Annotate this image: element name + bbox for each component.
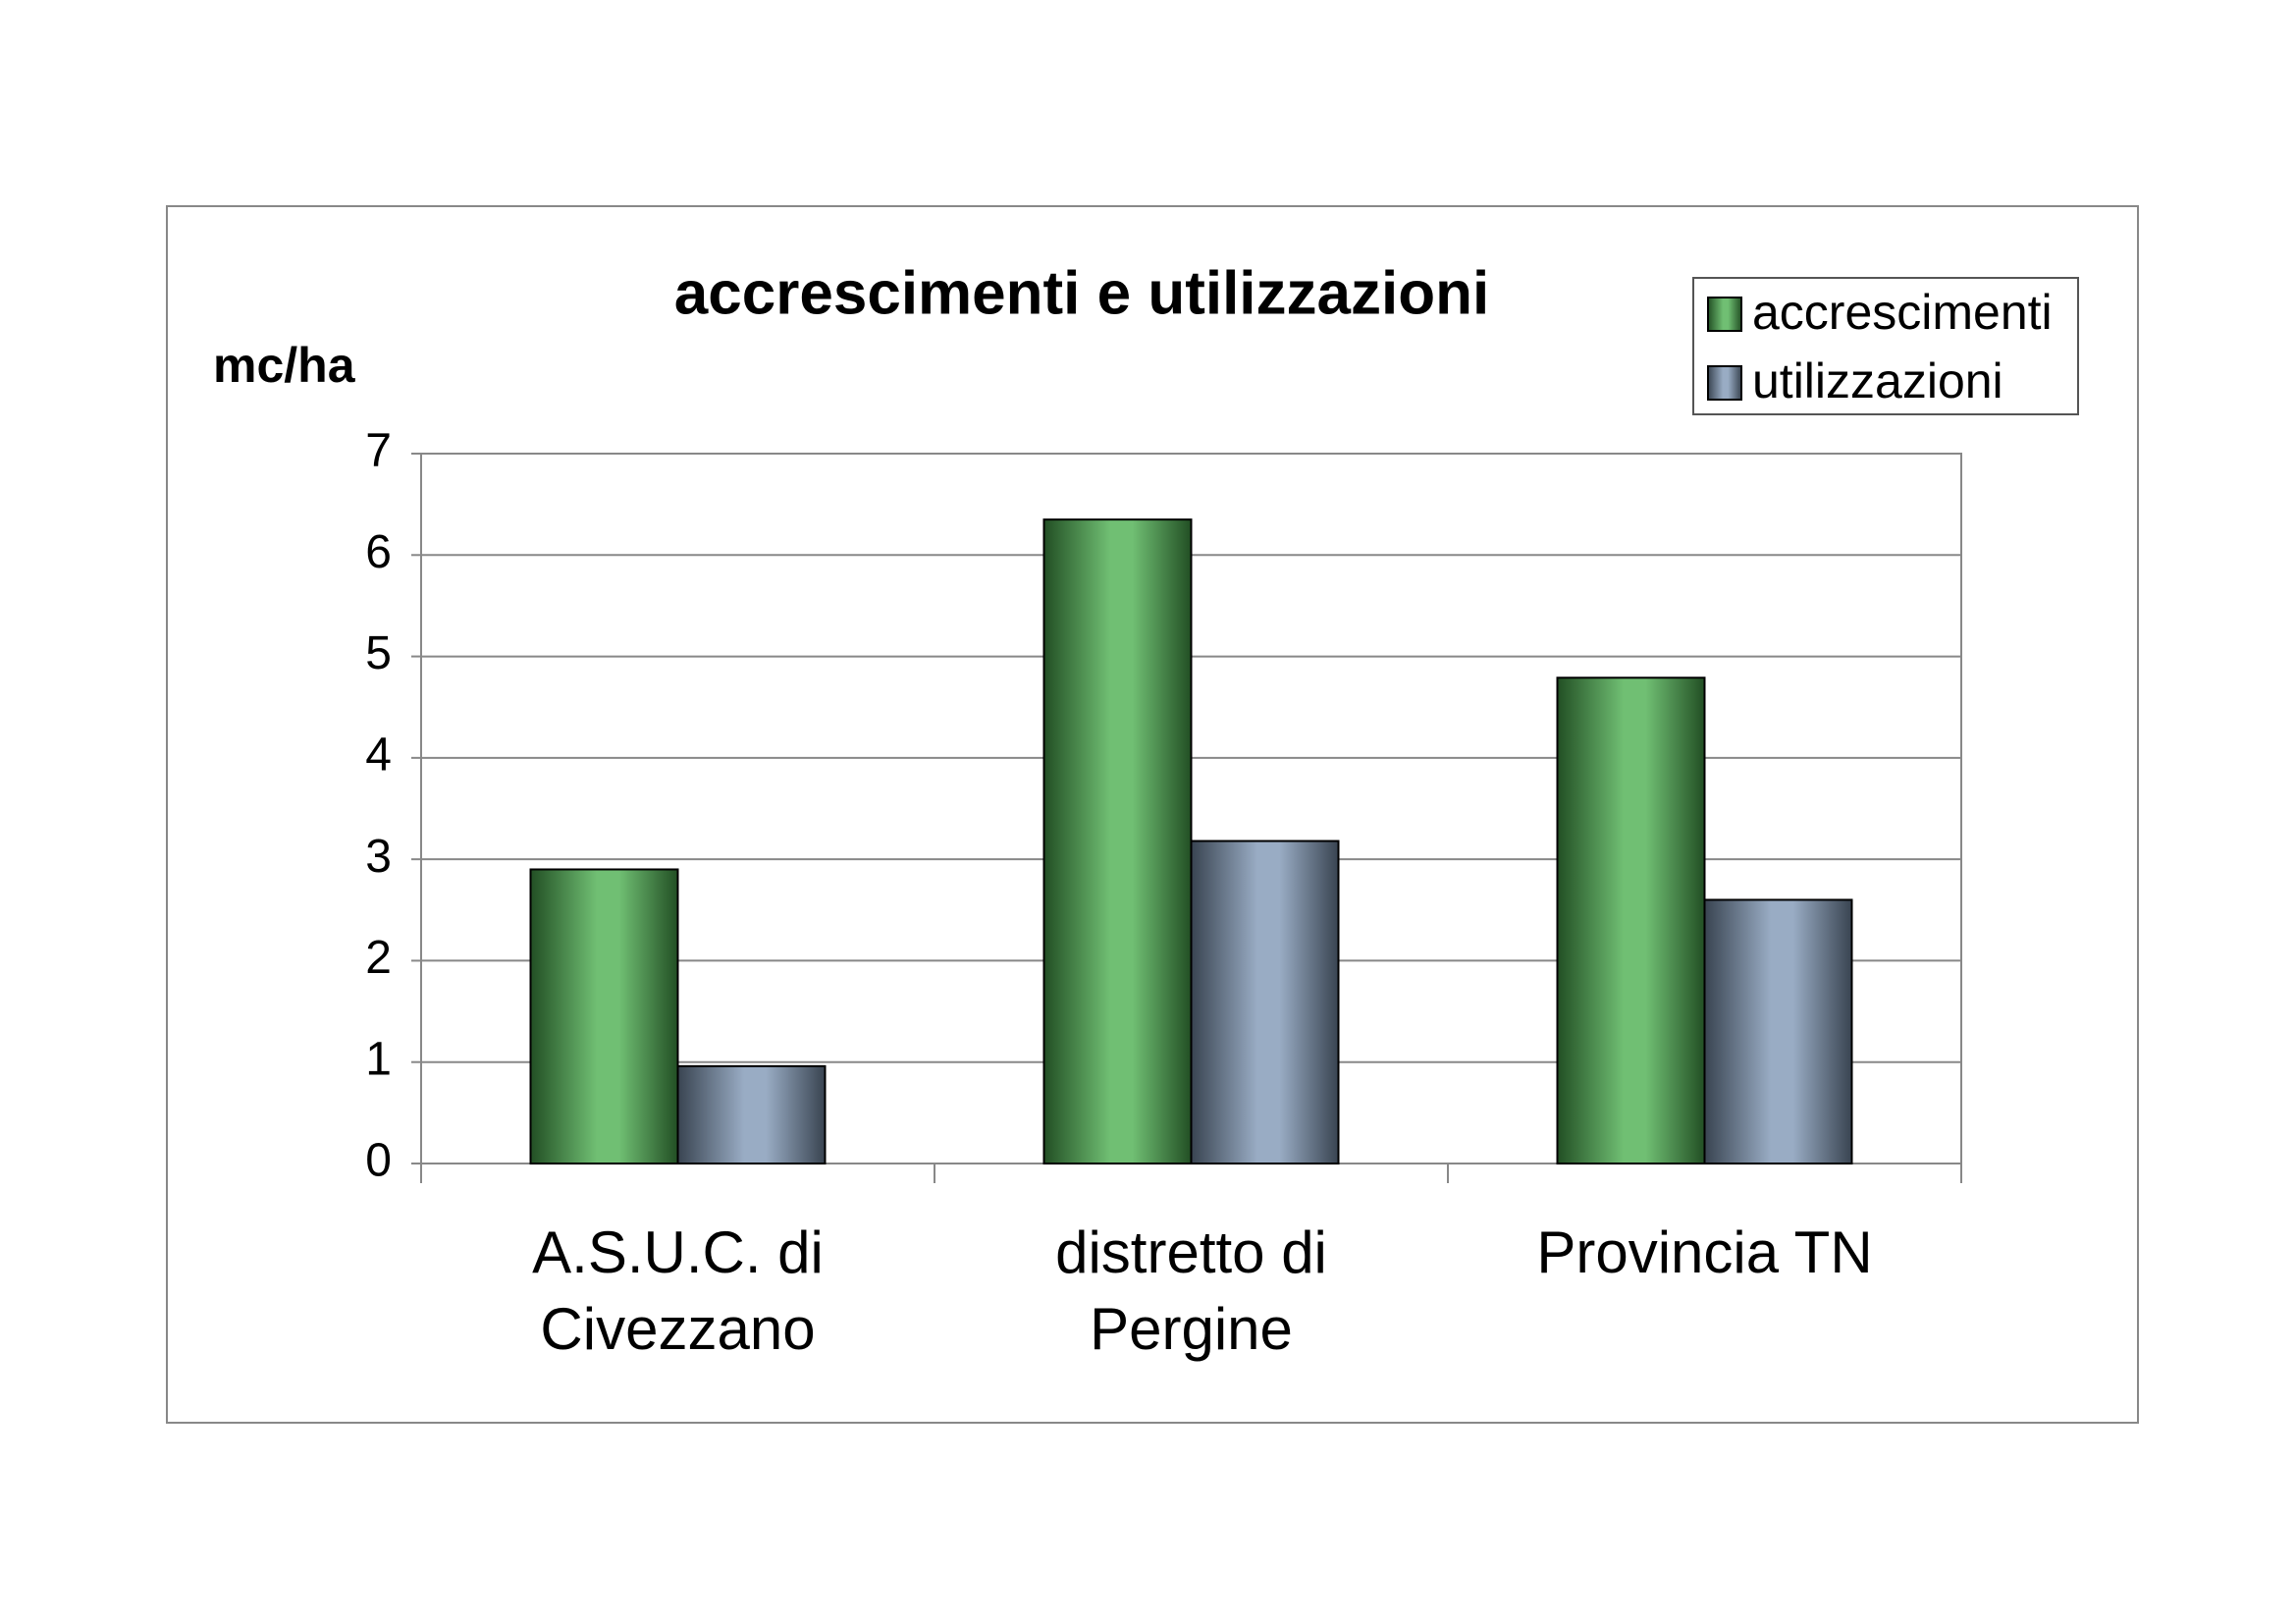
legend-swatch bbox=[1707, 365, 1742, 401]
bar bbox=[1042, 518, 1193, 1164]
y-tick-label: 4 bbox=[365, 730, 392, 782]
y-tick-label: 6 bbox=[365, 526, 392, 578]
x-tick-label: distretto di Pergine bbox=[1055, 1219, 1327, 1362]
y-tick-label: 7 bbox=[365, 425, 392, 477]
y-tick-label: 3 bbox=[365, 831, 392, 883]
legend-box bbox=[1692, 277, 2079, 415]
y-tick-label: 1 bbox=[365, 1033, 392, 1085]
x-tick-label: Provincia TN bbox=[1536, 1219, 1873, 1285]
y-tick-label: 0 bbox=[365, 1135, 392, 1187]
legend-swatch bbox=[1707, 297, 1742, 332]
bar bbox=[1703, 898, 1853, 1164]
legend-label: utilizzazioni bbox=[1752, 353, 2003, 408]
y-tick-label: 2 bbox=[365, 932, 392, 984]
y-axis-label: mc/ha bbox=[213, 338, 356, 393]
bar bbox=[529, 868, 679, 1164]
bar bbox=[1190, 839, 1340, 1165]
bar bbox=[1556, 677, 1706, 1164]
bar bbox=[676, 1064, 827, 1164]
legend-label: accrescimenti bbox=[1752, 285, 2053, 340]
y-tick-label: 5 bbox=[365, 627, 392, 679]
x-tick-label: A.S.U.C. di Civezzano bbox=[532, 1219, 824, 1362]
chart-title: accrescimenti e utilizzazioni bbox=[674, 259, 1489, 327]
